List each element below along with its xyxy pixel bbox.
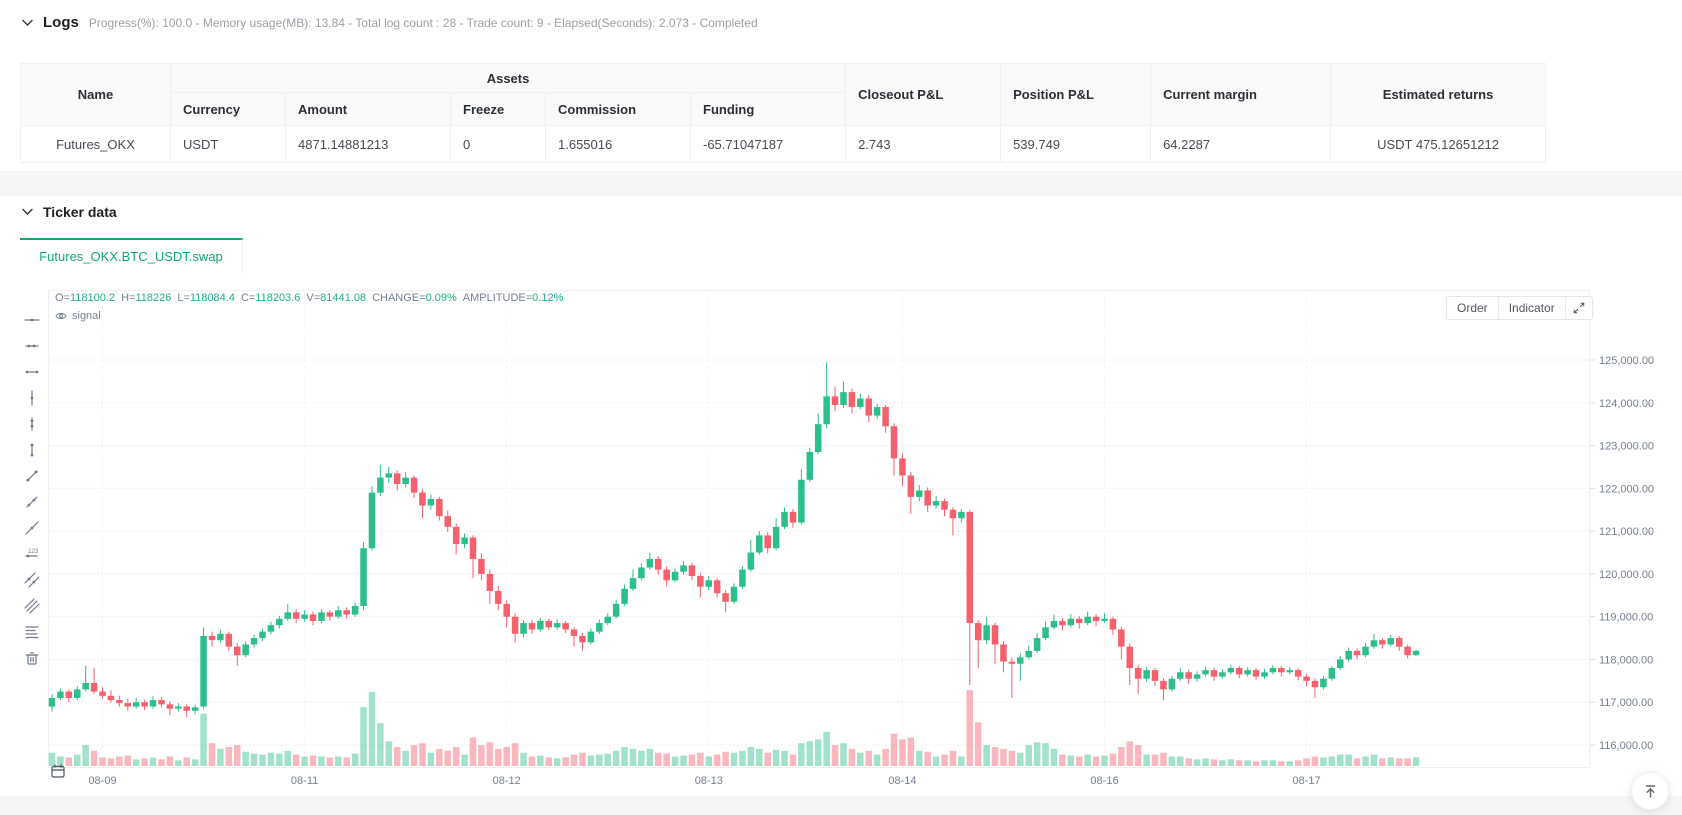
indicator-button[interactable]: Indicator xyxy=(1499,297,1566,319)
vertical-straight-line-icon[interactable] xyxy=(24,390,40,406)
signal-indicator-row: signal xyxy=(55,310,101,322)
vertical-segment-icon[interactable] xyxy=(24,442,40,458)
svg-text:08-14: 08-14 xyxy=(888,775,916,787)
order-button[interactable]: Order xyxy=(1447,297,1499,319)
svg-text:117,000.00: 117,000.00 xyxy=(1599,697,1653,709)
vertical-ray-line-icon[interactable] xyxy=(24,416,40,432)
price-line-icon[interactable]: 123 xyxy=(24,546,40,562)
ticker-header: Ticker data xyxy=(22,204,117,220)
col-header-name: Name xyxy=(20,63,171,126)
col-header-freeze: Freeze xyxy=(450,92,546,126)
svg-text:08-17: 08-17 xyxy=(1293,775,1321,787)
signal-label: signal xyxy=(72,310,101,322)
col-header-currency: Currency xyxy=(170,92,286,126)
cell-funding: -65.71047187 xyxy=(689,125,847,163)
ticker-title: Ticker data xyxy=(43,204,117,220)
collapse-chevron-icon[interactable] xyxy=(22,19,33,27)
cell-position: 539.749 xyxy=(1000,125,1152,163)
drawing-toolbar: 123 xyxy=(24,312,40,666)
svg-text:121,000.00: 121,000.00 xyxy=(1599,526,1654,538)
parallel-straight-line-icon[interactable] xyxy=(24,572,40,588)
segment-icon[interactable] xyxy=(24,468,40,484)
col-header-estimated: Estimated returns xyxy=(1330,63,1547,126)
col-header-margin: Current margin xyxy=(1150,63,1332,126)
fibonacci-line-icon[interactable] xyxy=(24,624,40,640)
svg-text:123,000.00: 123,000.00 xyxy=(1599,441,1654,453)
tab-futures-okx-btc-usdt-swap[interactable]: Futures_OKX.BTC_USDT.swap xyxy=(20,238,243,273)
eye-icon[interactable] xyxy=(55,310,67,322)
ticker-card: Ticker data Futures_OKX.BTC_USDT.swap 12… xyxy=(0,196,1682,796)
section-divider xyxy=(0,171,1682,196)
svg-text:08-09: 08-09 xyxy=(88,775,116,787)
svg-text:119,000.00: 119,000.00 xyxy=(1599,612,1653,624)
logs-title: Logs xyxy=(43,14,79,31)
svg-text:125,000.00: 125,000.00 xyxy=(1599,355,1654,367)
logs-summary: Progress(%): 100.0 - Memory usage(MB): 1… xyxy=(88,15,758,30)
cell-name: Futures_OKX xyxy=(20,125,171,163)
table-row: Futures_OKX USDT 4871.14881213 0 1.65501… xyxy=(20,125,1547,163)
collapse-chevron-icon[interactable] xyxy=(22,208,33,216)
cell-estimated: USDT 475.12651212 xyxy=(1330,125,1547,163)
horizontal-segment-icon[interactable] xyxy=(24,364,40,380)
chart-actions-group: Order Indicator xyxy=(1446,296,1593,320)
fullscreen-icon[interactable] xyxy=(1566,297,1592,319)
ohlc-legend: O=118100.2 H=118226 L=118084.4 C=118203.6 V=… xyxy=(55,292,564,304)
cell-currency: USDT xyxy=(170,125,286,163)
col-header-closeout: Closeout P&L xyxy=(845,63,1002,126)
svg-text:124,000.00: 124,000.00 xyxy=(1599,398,1654,410)
horizontal-ray-line-icon[interactable] xyxy=(24,338,40,354)
remove-icon[interactable] xyxy=(24,650,40,666)
svg-text:123: 123 xyxy=(28,549,39,555)
cell-margin: 64.2287 xyxy=(1150,125,1332,163)
svg-text:08-12: 08-12 xyxy=(493,775,521,787)
svg-text:08-13: 08-13 xyxy=(695,775,723,787)
straight-line-icon[interactable] xyxy=(24,520,40,536)
cell-freeze: 0 xyxy=(450,125,546,163)
chart-area: 125,000.00 124,000.00 123,000.00 122,000.00… xyxy=(0,283,1682,796)
logs-table: Name Assets Closeout P&L Position P&L Cu… xyxy=(20,63,1547,163)
horizontal-straight-line-icon[interactable] xyxy=(24,312,40,328)
col-header-amount: Amount xyxy=(285,92,451,126)
cell-amount: 4871.14881213 xyxy=(285,125,451,163)
svg-text:08-16: 08-16 xyxy=(1090,775,1118,787)
back-to-top-button[interactable] xyxy=(1631,772,1669,810)
col-header-position: Position P&L xyxy=(1000,63,1152,126)
cell-closeout: 2.743 xyxy=(845,125,1002,163)
cell-commission: 1.655016 xyxy=(545,125,691,163)
svg-text:118,000.00: 118,000.00 xyxy=(1599,654,1653,666)
svg-text:120,000.00: 120,000.00 xyxy=(1599,569,1654,581)
svg-text:08-11: 08-11 xyxy=(291,775,318,787)
price-channel-line-icon[interactable] xyxy=(24,598,40,614)
svg-text:116,000.00: 116,000.00 xyxy=(1599,740,1653,752)
logs-header: Logs Progress(%): 100.0 - Memory usage(M… xyxy=(22,14,758,31)
col-header-funding: Funding xyxy=(689,92,847,126)
col-header-commission: Commission xyxy=(545,92,691,126)
svg-text:122,000.00: 122,000.00 xyxy=(1599,483,1654,495)
col-group-assets: Assets xyxy=(169,63,847,93)
ray-line-icon[interactable] xyxy=(24,494,40,510)
calendar-icon[interactable] xyxy=(50,763,66,779)
chart-canvas[interactable]: 125,000.00 124,000.00 123,000.00 122,000.00… xyxy=(48,290,1682,795)
bottom-strip xyxy=(0,796,1682,815)
